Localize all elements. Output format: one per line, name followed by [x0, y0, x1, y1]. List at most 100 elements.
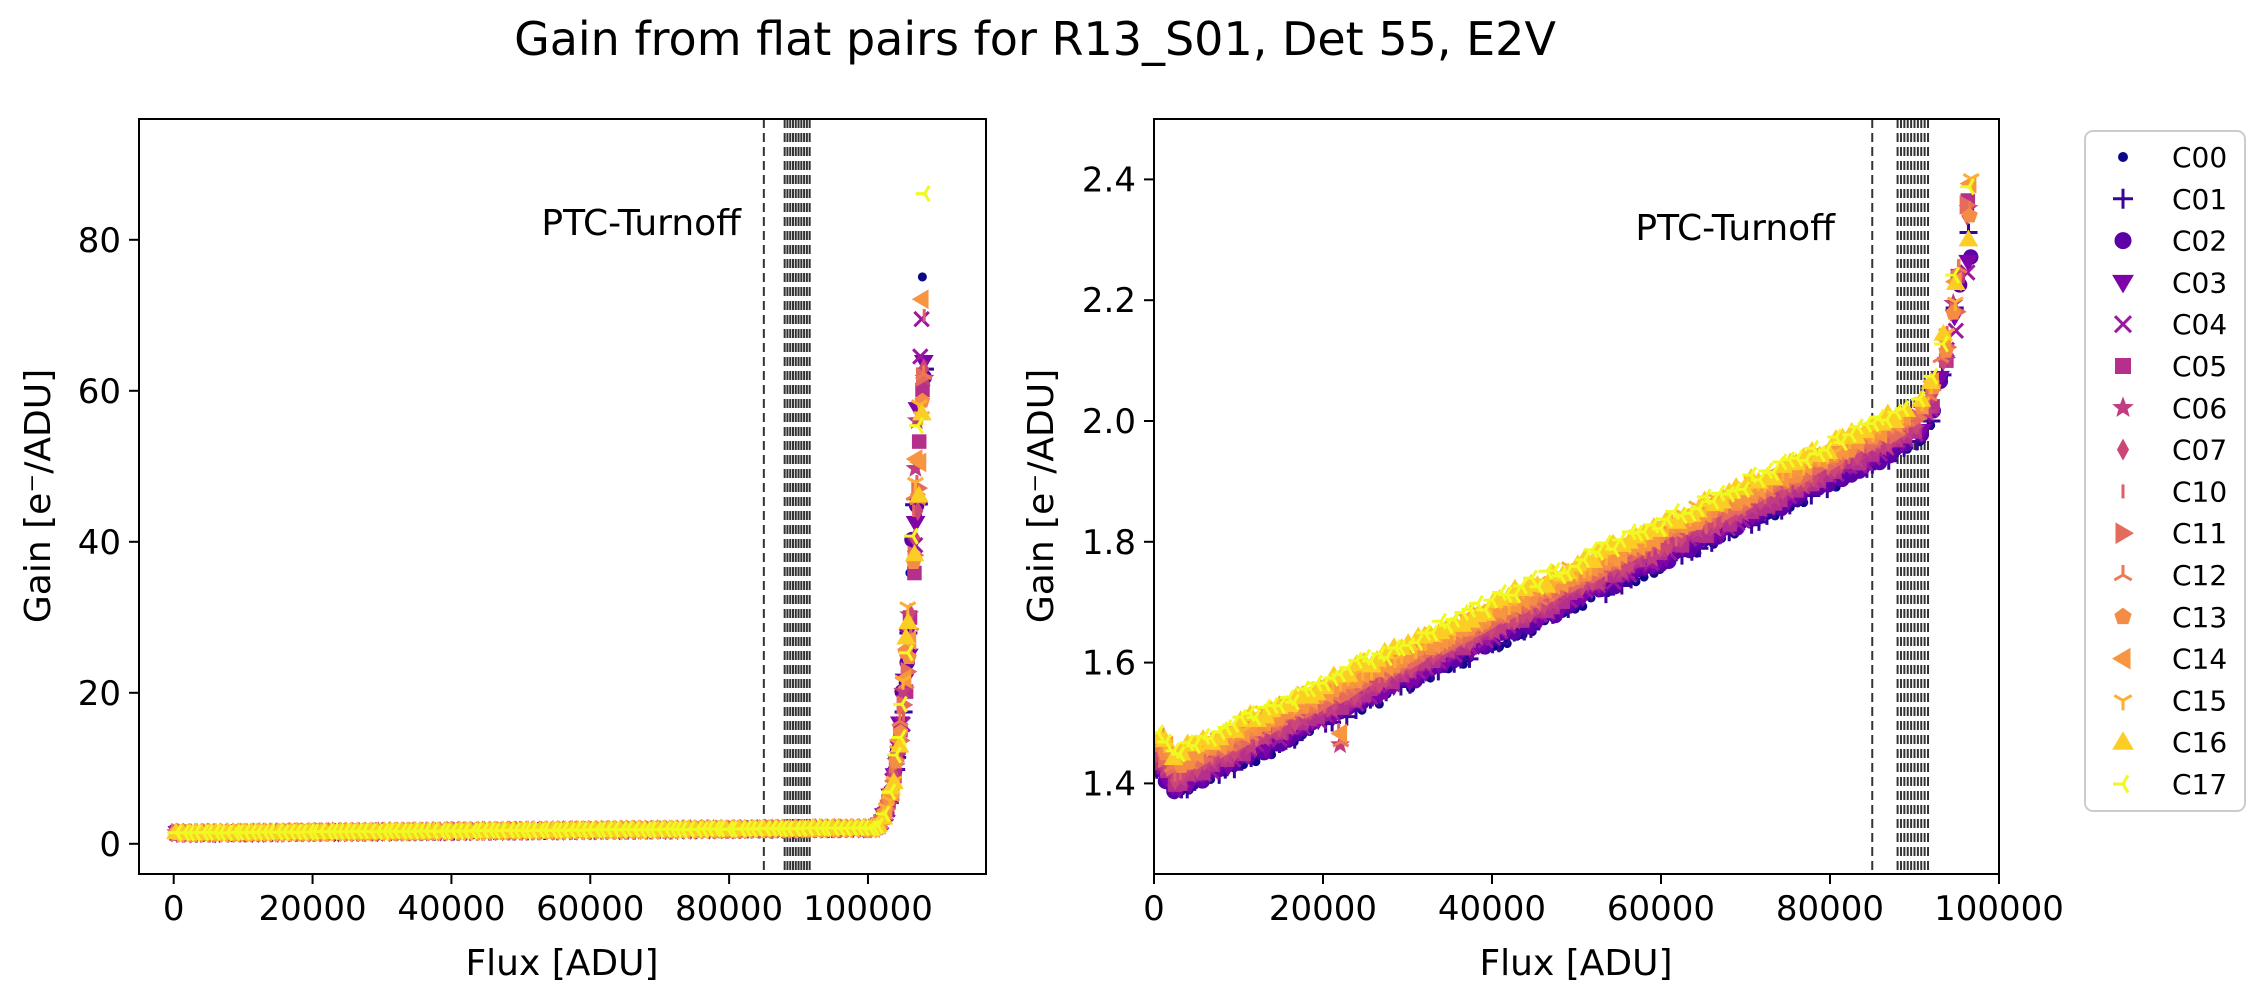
legend-item-C12: C12 — [2113, 559, 2227, 592]
legend-item-C14: C14 — [2112, 643, 2227, 676]
y-tick-label: 20 — [78, 674, 121, 714]
data-point — [1589, 543, 1605, 561]
series-C11 — [1154, 195, 1977, 777]
y-tick-label: 2.4 — [1082, 160, 1136, 200]
x-tick-label: 20000 — [258, 889, 366, 929]
series-C13 — [1154, 207, 1978, 773]
data-point — [1536, 575, 1557, 593]
series-C12 — [1154, 200, 1978, 773]
legend-item-C15: C15 — [2113, 684, 2227, 717]
series-C13 — [168, 392, 931, 840]
legend-item-C13: C13 — [2114, 601, 2227, 634]
data-point — [909, 452, 927, 473]
x-tick-label: 100000 — [803, 889, 933, 929]
legend-marker-C15 — [2113, 694, 2133, 711]
legend-item-C17: C17 — [2113, 768, 2227, 801]
legend-marker-C12 — [2113, 565, 2133, 582]
y-tick-label: 80 — [78, 221, 121, 261]
series-C06 — [166, 367, 935, 842]
legend-label: C04 — [2172, 308, 2227, 341]
legend-item-C10: C10 — [2121, 475, 2227, 508]
data-point — [1662, 536, 1674, 557]
data-point — [1651, 520, 1667, 538]
legend-item-C04: C04 — [2113, 308, 2227, 341]
data-point — [1157, 733, 1173, 751]
data-point — [909, 417, 924, 435]
legend-label: C13 — [2172, 601, 2227, 634]
data-point — [891, 712, 909, 728]
series-C10 — [175, 309, 926, 840]
right-panel: 0 20000 40000 60000 80000 100000 1.4 1.6 1.8 2.0 2… — [1021, 118, 2064, 984]
data-point — [915, 185, 931, 203]
right-y-axis-label: Gain [e⁻/ADU] — [1021, 369, 1062, 623]
y-tick-label: 2.0 — [1082, 402, 1136, 442]
y-tick-label: 2.2 — [1082, 281, 1136, 321]
data-point — [1529, 578, 1545, 596]
legend-item-C03: C03 — [2112, 266, 2227, 299]
legend-item-C05: C05 — [2115, 350, 2227, 383]
data-point — [909, 485, 929, 503]
data-point — [1246, 708, 1262, 727]
series-C16 — [166, 403, 932, 840]
legend-marker-C02 — [2114, 232, 2132, 250]
series-C11 — [171, 366, 933, 844]
data-point — [911, 434, 927, 449]
data-point — [1961, 207, 1978, 223]
data-point — [1735, 480, 1751, 499]
x-tick-label: 40000 — [397, 889, 505, 929]
data-point — [896, 627, 916, 645]
series-C03 — [167, 354, 934, 844]
data-point — [1285, 693, 1300, 711]
legend-marker-C01 — [2113, 188, 2133, 209]
figure-title: Gain from flat pairs for R13_S01, Det 55… — [514, 12, 1556, 66]
x-tick-label: 100000 — [1934, 889, 2064, 929]
data-point — [1186, 737, 1202, 755]
left-x-axis-label: Flux [ADU] — [465, 943, 658, 984]
legend-marker-C16 — [2112, 731, 2134, 750]
legend-label: C14 — [2172, 643, 2227, 676]
x-tick-label: 0 — [1143, 889, 1165, 929]
data-point — [887, 746, 902, 764]
right-x-axis-label: Flux [ADU] — [1479, 943, 1672, 984]
data-point — [1575, 551, 1591, 569]
legend-label: C00 — [2172, 141, 2227, 174]
data-point — [1910, 390, 1926, 408]
legend-label: C05 — [2172, 350, 2227, 383]
data-point — [1506, 586, 1522, 604]
data-point — [1960, 178, 1975, 196]
series-C04 — [168, 310, 930, 842]
data-point — [894, 674, 912, 690]
series-C06 — [1154, 198, 1979, 788]
data-point — [1923, 367, 1939, 385]
legend-label: C07 — [2172, 434, 2227, 467]
legend-marker-C05 — [2115, 358, 2131, 374]
data-point — [1818, 441, 1833, 459]
data-point — [1476, 601, 1492, 619]
series-C01 — [169, 360, 934, 843]
data-point — [1423, 624, 1439, 642]
legend-label: C01 — [2172, 183, 2227, 216]
left-plot-frame — [138, 118, 987, 875]
left-panel: 0 20000 40000 60000 80000 100000 0 20 40 60 80 PTC… — [18, 118, 987, 984]
legend-label: C02 — [2172, 225, 2227, 258]
legend-item-C07: C07 — [2116, 434, 2227, 467]
legend-marker-C03 — [2112, 274, 2134, 294]
data-point — [1764, 463, 1780, 482]
data-point — [903, 527, 919, 545]
legend-label: C03 — [2172, 266, 2227, 299]
data-point — [1170, 745, 1186, 763]
data-point — [1605, 540, 1621, 558]
legend-marker-C06 — [2112, 396, 2134, 418]
data-point — [917, 272, 927, 282]
data-point — [888, 753, 905, 769]
data-point — [1377, 649, 1393, 667]
data-point — [875, 805, 891, 823]
data-point — [1690, 500, 1705, 518]
data-point — [1894, 400, 1910, 418]
data-point — [913, 310, 930, 328]
data-point — [915, 365, 933, 381]
data-point — [893, 680, 913, 700]
data-point — [1583, 551, 1604, 568]
data-point — [1958, 229, 1979, 247]
y-tick-label: 0 — [99, 825, 121, 865]
